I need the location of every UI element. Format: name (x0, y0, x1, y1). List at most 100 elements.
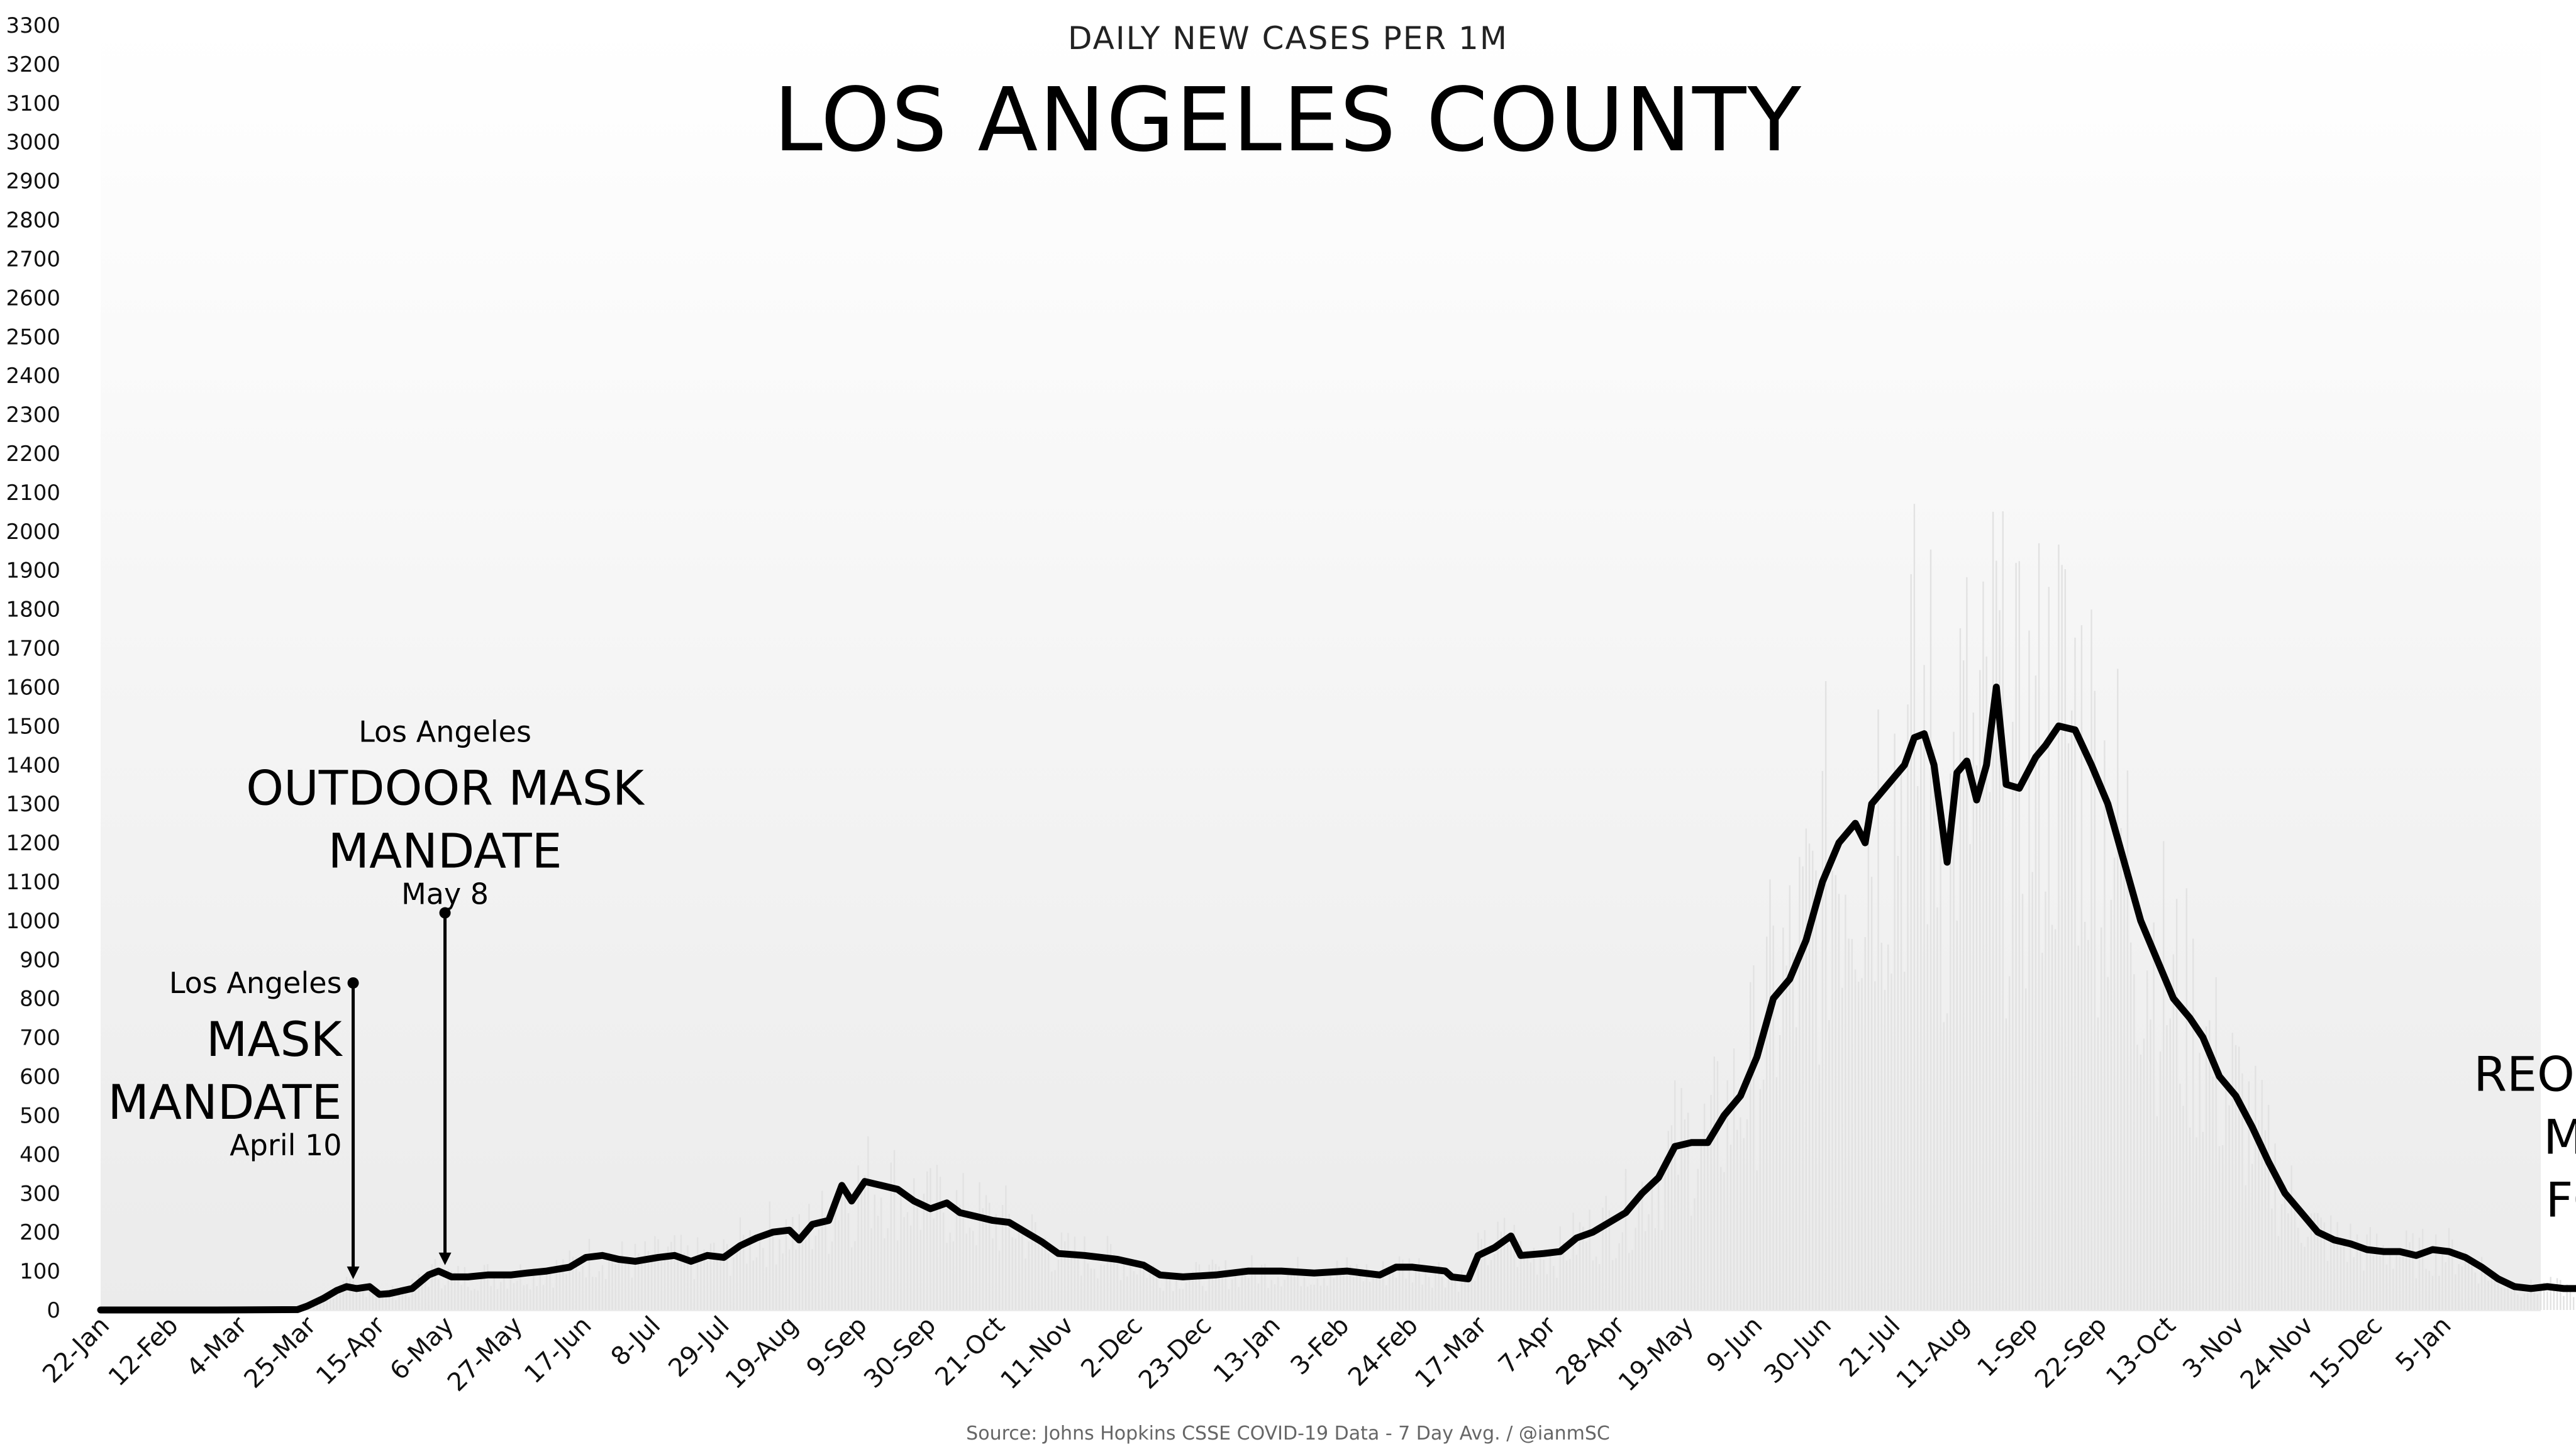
daily-bar (1753, 965, 1755, 1310)
daily-bar (2087, 940, 2089, 1310)
daily-bar (1041, 1240, 1043, 1310)
daily-bar (1638, 1190, 1640, 1310)
daily-bar (2179, 1084, 2181, 1310)
daily-bar (1470, 1262, 1473, 1310)
daily-bar (2550, 1277, 2551, 1310)
daily-bar (2274, 1143, 2276, 1310)
daily-bar (863, 1175, 866, 1310)
daily-bar (1621, 1232, 1623, 1310)
daily-bar (2235, 1045, 2237, 1310)
daily-bar (1438, 1262, 1440, 1310)
daily-bar (1060, 1232, 1063, 1310)
daily-bar (992, 1238, 994, 1310)
daily-bar (1858, 982, 1860, 1310)
daily-bar (2290, 1165, 2292, 1310)
daily-bar (2382, 1245, 2384, 1310)
daily-bar (1402, 1260, 1404, 1310)
daily-bar (2192, 938, 2194, 1310)
daily-bar (2113, 857, 2116, 1310)
daily-bar (2501, 1287, 2502, 1310)
daily-bar (2251, 1163, 2253, 1310)
daily-bar (526, 1284, 528, 1310)
daily-bar (1280, 1286, 1282, 1310)
x-tick-label: 27-May (442, 1311, 528, 1397)
daily-bar (772, 1231, 774, 1310)
daily-bar (838, 1220, 840, 1310)
annotation-caption: Los Angeles (358, 715, 531, 749)
daily-bar (2245, 1185, 2246, 1310)
annotation-arrowhead (347, 1266, 360, 1279)
daily-bar (2104, 740, 2106, 1310)
daily-bar (1670, 1125, 1673, 1310)
daily-bar (795, 1249, 797, 1310)
daily-bar (2215, 977, 2217, 1310)
daily-bar (1172, 1291, 1174, 1310)
daily-bar (1824, 681, 1827, 1310)
daily-bar (1228, 1289, 1230, 1310)
daily-bar (730, 1275, 731, 1310)
daily-bar (2159, 1051, 2162, 1310)
y-tick-label: 2100 (6, 480, 60, 506)
daily-bar (595, 1277, 597, 1310)
daily-bar (2366, 1234, 2368, 1310)
daily-bar (2012, 721, 2014, 1310)
daily-bar (1156, 1273, 1158, 1310)
daily-bar (2320, 1217, 2322, 1310)
daily-bar (2389, 1254, 2391, 1310)
daily-bar (962, 1173, 964, 1310)
daily-bar (887, 1228, 889, 1310)
daily-bar (719, 1260, 721, 1310)
daily-bar (1789, 885, 1790, 1310)
daily-bar (1982, 581, 1984, 1310)
daily-bar (2441, 1252, 2443, 1310)
daily-bar (657, 1239, 659, 1310)
daily-bar (1477, 1232, 1479, 1310)
daily-bar (1795, 1027, 1797, 1310)
daily-bar (2238, 1046, 2240, 1310)
y-tick-label: 1300 (6, 792, 60, 817)
daily-bar (1923, 665, 1925, 1310)
daily-bar (1294, 1270, 1296, 1310)
daily-bar (1523, 1251, 1525, 1310)
daily-bar (1306, 1286, 1309, 1310)
daily-bar (1054, 1270, 1056, 1310)
daily-bar (1703, 1103, 1706, 1310)
daily-bar (1894, 733, 1896, 1310)
daily-bar (2572, 1297, 2575, 1310)
daily-bar (1113, 1253, 1115, 1310)
daily-bar (2284, 1184, 2286, 1310)
daily-bar (1080, 1275, 1082, 1310)
daily-bar (382, 1291, 384, 1310)
daily-bar (1841, 987, 1843, 1310)
daily-bar (1519, 1241, 1522, 1310)
daily-bar (434, 1258, 436, 1310)
daily-bar (500, 1282, 502, 1310)
daily-bar (1799, 857, 1801, 1310)
daily-bar (552, 1287, 554, 1310)
daily-bar (1818, 1064, 1820, 1310)
daily-bar (428, 1287, 430, 1310)
daily-bar (1057, 1260, 1059, 1310)
y-tick-label: 300 (19, 1181, 60, 1206)
x-tick-label: 13-Oct (2101, 1311, 2181, 1392)
daily-bar (2126, 770, 2129, 1310)
daily-bar (1474, 1280, 1476, 1310)
daily-bar (1831, 870, 1833, 1310)
daily-bar (1244, 1275, 1246, 1310)
daily-bar (2146, 970, 2148, 1310)
x-tick-label: 30-Sep (858, 1311, 941, 1394)
daily-bar (2563, 1296, 2565, 1310)
daily-bar (2166, 1025, 2168, 1310)
daily-bar (1654, 1228, 1657, 1310)
daily-bar (1362, 1281, 1364, 1310)
daily-bar (1808, 843, 1811, 1310)
daily-bar (2107, 977, 2109, 1310)
daily-bar (1533, 1248, 1535, 1310)
daily-bar (2520, 1297, 2522, 1310)
daily-bar (1300, 1286, 1302, 1310)
daily-bar (788, 1249, 791, 1310)
daily-bar (2533, 1289, 2535, 1310)
daily-bar (414, 1287, 416, 1310)
daily-bar (1589, 1209, 1591, 1310)
